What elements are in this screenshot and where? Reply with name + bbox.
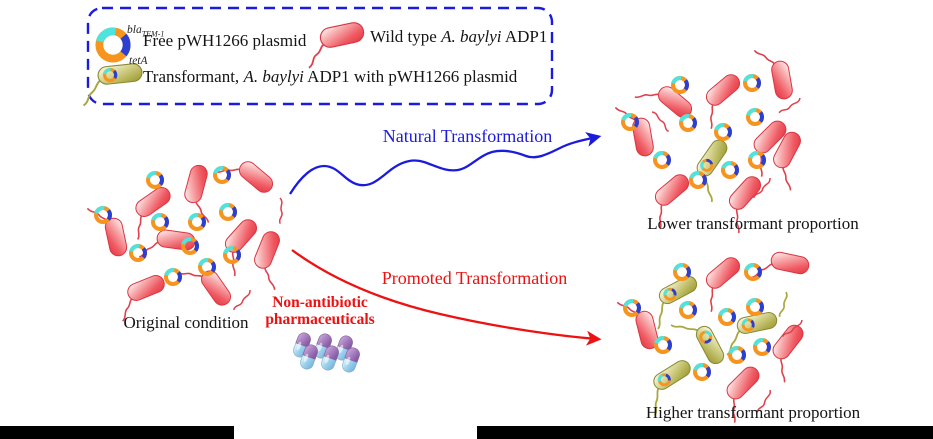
plasmid-ring-icon [746, 298, 764, 316]
promoted-transformation-label: Promoted Transformation [381, 268, 568, 288]
plasmid-ring-icon [679, 114, 697, 132]
legend-transformant-bacterium-icon [80, 63, 145, 106]
bottom-left-black-bar [0, 426, 234, 439]
plasmid-ring-icon [129, 244, 147, 262]
higher-transformant-caption: Higher transformant proportion [645, 403, 861, 422]
plasmid-ring-icon [679, 301, 697, 319]
promoted-transformation-arrow [291, 249, 602, 346]
wildtype-bacterium-icon [138, 226, 197, 266]
wildtype-bacterium-icon [215, 147, 277, 207]
plasmid-ring-icon [213, 166, 231, 184]
plasmid-ring-icon [721, 161, 739, 179]
legend-box-border [86, 6, 554, 106]
lower-transformant-caption: Lower transformant proportion [647, 214, 859, 233]
legend-wildtype-bacterium-icon [300, 19, 370, 69]
plasmid-ring-icon [164, 268, 182, 286]
original-condition-caption: Original condition [123, 313, 249, 332]
plasmid-gene-bla-label: blaTEM-1 [127, 24, 165, 39]
pharmaceutical-pills-icon [291, 330, 362, 375]
natural-transformation-label: Natural Transformation [382, 126, 553, 146]
plasmid-ring-icon [743, 74, 761, 92]
plasmid-ring-icon [753, 338, 771, 356]
plasmid-ring-icon [654, 336, 672, 354]
wildtype-bacterium-icon [245, 228, 296, 291]
plasmid-ring-icon [746, 108, 764, 126]
legend-item-transformant-label: Transformant, A. baylyi ADP1 with pWH126… [143, 67, 518, 86]
plasmid-ring-icon [188, 213, 206, 231]
non-antibiotic-label-line1: Non-antibiotic [272, 294, 368, 311]
lower-transformant-cluster [614, 44, 817, 234]
flagellum-squiggle-icon [776, 97, 804, 114]
legend-plasmid-icon [99, 31, 126, 58]
higher-transformant-cluster [616, 246, 818, 424]
flagellum-squiggle-icon [651, 108, 670, 136]
plasmid-ring-icon [689, 171, 707, 189]
legend-item-plasmid-label: Free pWH1266 plasmid [143, 31, 307, 50]
flagellum-squiggle-icon [271, 197, 290, 225]
legend-item-wildtype-label: Wild type A. baylyi ADP1 [370, 27, 548, 46]
plasmid-ring-icon [718, 308, 736, 326]
plasmid-ring-icon [673, 263, 691, 281]
wildtype-bacterium-icon [690, 70, 753, 130]
wildtype-bacterium-icon [690, 253, 753, 313]
plasmid-ring-icon [653, 151, 671, 169]
plasmid-ring-icon [219, 203, 237, 221]
natural-transformation-arrow [289, 132, 602, 195]
plasmid-ring-icon [151, 213, 169, 231]
wildtype-bacterium-icon [614, 101, 656, 161]
plasmid-ring-icon [623, 299, 641, 317]
bottom-right-black-bar [477, 426, 933, 439]
flagellum-squiggle-icon [228, 289, 256, 311]
wildtype-bacterium-icon [177, 254, 235, 317]
plasmid-ring-icon [714, 123, 732, 141]
plasmid-ring-icon [693, 363, 711, 381]
non-antibiotic-label-line2: pharmaceuticals [265, 311, 375, 328]
transformant-bacterium-icon [720, 311, 782, 355]
plasmid-ring-icon [671, 76, 689, 94]
flagellum-squiggle-icon [771, 291, 795, 318]
plasmid-ring-icon [728, 346, 746, 364]
plasmid-gene-teta-label: tetA [129, 55, 148, 67]
plasmid-ring-icon [146, 171, 164, 189]
wildtype-bacterium-icon [753, 44, 795, 104]
